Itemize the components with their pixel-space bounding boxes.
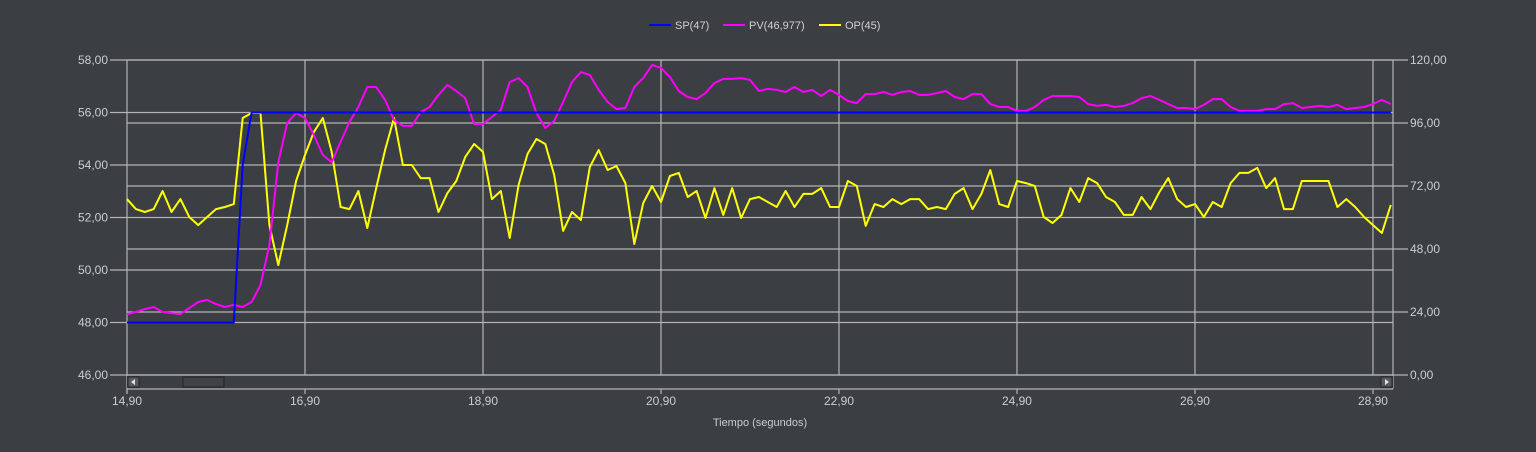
x-tick-label: 18,90 (468, 394, 498, 408)
x-tick-label: 16,90 (290, 394, 320, 408)
y-right-tick-label: 24,00 (1410, 305, 1440, 319)
x-tick-label: 20,90 (646, 394, 676, 408)
scrollbar-thumb[interactable] (182, 376, 225, 388)
legend-label-pv: PV(46,977) (749, 20, 805, 32)
arrow-right-icon (1385, 379, 1389, 385)
series-line-sp (127, 111, 1391, 324)
y-left-tick-label: 56,00 (78, 106, 108, 120)
scrollbar-track[interactable] (127, 376, 1393, 388)
x-tick-label: 28,90 (1358, 394, 1388, 408)
x-axis-title: Tiempo (segundos) (713, 417, 807, 429)
x-tick-label: 24,90 (1002, 394, 1032, 408)
x-tick-label: 14,90 (112, 394, 142, 408)
y-left-tick-label: 54,00 (78, 158, 108, 172)
y-right-tick-label: 72,00 (1410, 179, 1440, 193)
series-layer (126, 64, 1392, 324)
legend-label-sp: SP(47) (675, 20, 709, 32)
y-right-tick-label: 48,00 (1410, 242, 1440, 256)
y-left-tick-label: 48,00 (78, 316, 108, 330)
y-right-tick-label: 96,00 (1410, 116, 1440, 130)
series-line-pv (126, 64, 1392, 316)
arrow-left-icon (131, 379, 135, 385)
y-left-tick-label: 58,00 (78, 53, 108, 67)
legend-label-op: OP(45) (845, 20, 880, 32)
grid (110, 59, 1408, 393)
y-right-tick-label: 0,00 (1410, 368, 1434, 382)
legend: SP(47) PV(46,977) OP(45) (649, 20, 880, 32)
x-tick-label: 26,90 (1180, 394, 1210, 408)
y-left-tick-label: 50,00 (78, 263, 108, 277)
y-left-tick-label: 46,00 (78, 368, 108, 382)
y-left-tick-label: 52,00 (78, 211, 108, 225)
x-tick-label: 22,90 (824, 394, 854, 408)
axes: 46,00 48,00 50,00 52,00 54,00 56,00 58,00 0,00 2… (78, 53, 1447, 408)
series-line-op (126, 112, 1392, 266)
y-right-tick-label: 120,00 (1410, 53, 1447, 67)
horizontal-scrollbar[interactable] (127, 376, 1393, 388)
